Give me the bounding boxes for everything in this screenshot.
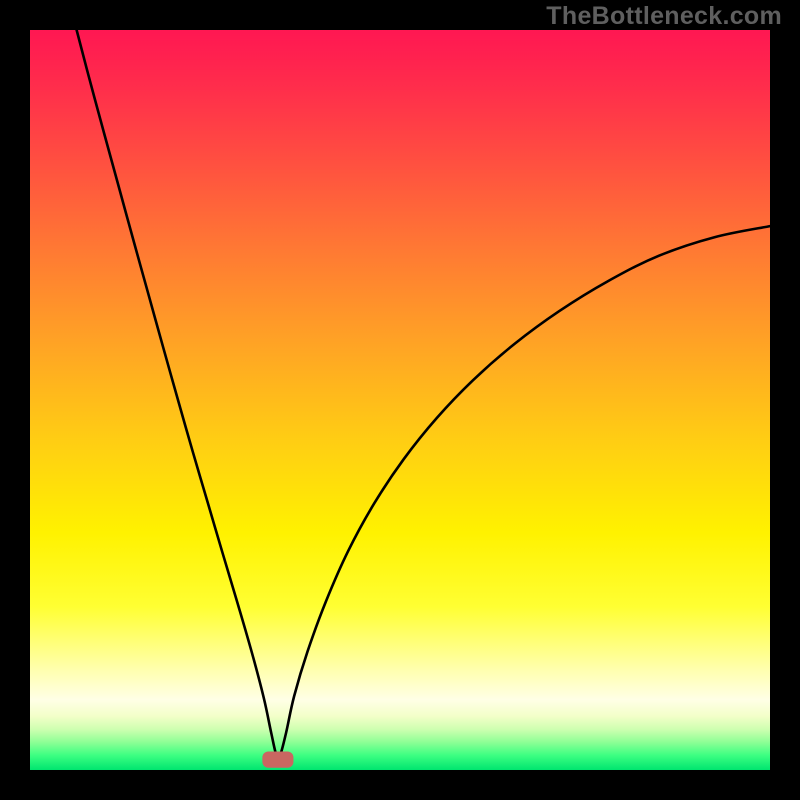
chart-frame: TheBottleneck.com (0, 0, 800, 800)
optimal-marker (262, 752, 293, 768)
watermark-text: TheBottleneck.com (546, 2, 782, 31)
bottleneck-chart (0, 0, 800, 800)
plot-gradient-background (30, 30, 770, 770)
